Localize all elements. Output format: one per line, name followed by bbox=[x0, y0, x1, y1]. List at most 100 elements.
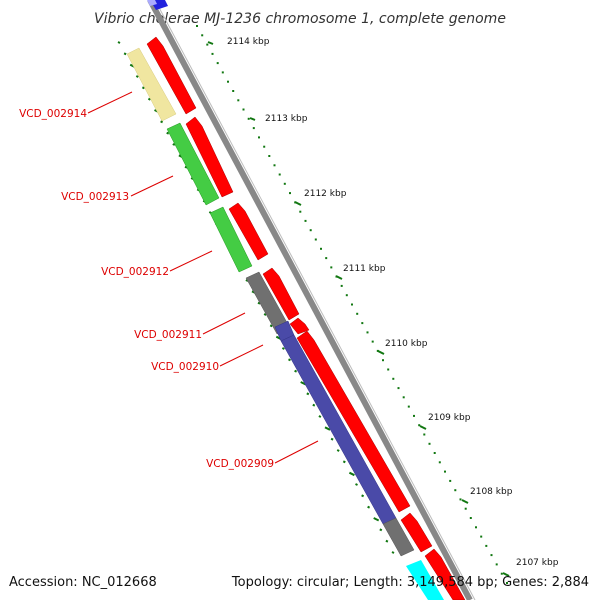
tick-2113: 2113 kbp bbox=[249, 114, 308, 124]
inner-track-mark bbox=[355, 483, 358, 486]
inner-track-mark bbox=[141, 86, 145, 90]
inner-track-mark bbox=[288, 358, 291, 362]
gene-block[interactable] bbox=[147, 0, 157, 6]
gene-label-VCD_002909[interactable]: VCD_002909 bbox=[206, 458, 274, 470]
inner-track-mark bbox=[263, 313, 267, 316]
scale-dot bbox=[309, 229, 312, 232]
scale-dot bbox=[232, 90, 235, 92]
cds-feature[interactable] bbox=[289, 317, 310, 335]
tick-label-2114: 2114 kbp bbox=[227, 37, 270, 47]
cds-feature[interactable] bbox=[424, 548, 466, 600]
scale-dot bbox=[320, 247, 322, 250]
cds-track bbox=[146, 0, 466, 600]
gene-label-VCD_002914[interactable]: VCD_002914 bbox=[19, 108, 87, 120]
scale-dots bbox=[196, 25, 508, 584]
gene-block[interactable] bbox=[406, 560, 444, 600]
scale-dot bbox=[340, 284, 343, 287]
scale-dot bbox=[314, 238, 317, 241]
scale-dot bbox=[392, 377, 395, 380]
inner-track-mark bbox=[306, 392, 310, 396]
inner-track-marks bbox=[117, 41, 395, 554]
gene-label-VCD_002911[interactable]: VCD_002911 bbox=[134, 329, 202, 341]
gene-block-VCD_002913[interactable] bbox=[166, 122, 220, 206]
scale-dot bbox=[196, 25, 198, 27]
cds-feature[interactable] bbox=[185, 116, 234, 198]
scale-dot bbox=[480, 535, 483, 538]
scale-dot bbox=[454, 489, 457, 492]
gene-block-VCD_002912[interactable] bbox=[209, 206, 253, 273]
inner-track-mark bbox=[117, 41, 121, 44]
scale-dot bbox=[469, 517, 472, 519]
map-title: Vibrio cholerae MJ-1236 chromosome 1, co… bbox=[94, 11, 506, 27]
scale-dot bbox=[495, 563, 498, 566]
scale-dot bbox=[475, 526, 477, 529]
scale-dot bbox=[433, 452, 436, 454]
scale-dot bbox=[413, 414, 415, 417]
inner-track-mark bbox=[281, 347, 285, 350]
cds-feature[interactable] bbox=[400, 512, 433, 553]
inner-track-mark bbox=[342, 460, 346, 464]
inner-track-mark bbox=[269, 324, 273, 328]
gene-block[interactable] bbox=[382, 517, 415, 557]
scale-dot bbox=[216, 62, 219, 65]
scale-dot bbox=[304, 219, 307, 222]
tick-2107: 2107 kbp bbox=[502, 558, 559, 577]
scale-dot bbox=[382, 359, 384, 362]
inner-track-mark bbox=[324, 426, 331, 431]
scale-dot bbox=[376, 349, 379, 352]
scale-dot bbox=[485, 544, 488, 547]
scale-dot bbox=[242, 108, 245, 111]
scale-dot bbox=[464, 507, 467, 510]
tick-label-2111: 2111 kbp bbox=[343, 264, 386, 274]
scale-dot bbox=[402, 396, 405, 399]
gene-label-VCD_002910[interactable]: VCD_002910 bbox=[151, 361, 219, 373]
genome-summary-text: Topology: circular; Length: 3,149,584 bp… bbox=[231, 575, 589, 590]
inner-track-mark bbox=[348, 471, 355, 477]
tick-label-2108: 2108 kbp bbox=[470, 487, 513, 497]
gene-label-VCD_002912[interactable]: VCD_002912 bbox=[101, 266, 169, 278]
inner-track-mark bbox=[166, 131, 170, 135]
inner-track-mark bbox=[294, 369, 298, 373]
scale-dot bbox=[278, 173, 281, 176]
scale-dot bbox=[438, 461, 441, 464]
scale-dot bbox=[351, 303, 353, 306]
tick-2112: 2112 kbp bbox=[294, 189, 347, 206]
inner-track-mark bbox=[379, 528, 383, 532]
inner-track-mark bbox=[330, 437, 334, 441]
scale-dot bbox=[361, 322, 364, 325]
accession-text: Accession: NC_012668 bbox=[9, 575, 157, 590]
scale-dot bbox=[387, 368, 390, 371]
scale-dot bbox=[252, 127, 255, 130]
scale-dot bbox=[258, 136, 260, 139]
inner-track-mark bbox=[391, 551, 395, 554]
gene-label-VCD_002913[interactable]: VCD_002913 bbox=[61, 191, 129, 203]
tick-2114: 2114 kbp bbox=[207, 37, 270, 47]
scale-dot bbox=[423, 433, 426, 436]
inner-track-mark bbox=[172, 143, 176, 146]
inner-track-mark bbox=[373, 517, 380, 522]
scale-dot bbox=[371, 340, 374, 343]
cds-feature[interactable] bbox=[296, 330, 411, 513]
scale-dot bbox=[299, 210, 302, 213]
tick-label-2109: 2109 kbp bbox=[428, 413, 471, 423]
scale-dot bbox=[237, 99, 240, 102]
inner-track-mark bbox=[318, 415, 322, 418]
scale-dot bbox=[506, 582, 508, 584]
scale-dot bbox=[211, 52, 214, 55]
cds-feature[interactable] bbox=[146, 36, 197, 115]
scale-dot bbox=[221, 71, 224, 74]
tick-label-2107: 2107 kbp bbox=[516, 558, 559, 568]
scale-ticks: 2114 kbp 2113 kbp 2112 kbp 2111 kbp 2110… bbox=[207, 37, 559, 577]
cds-feature[interactable] bbox=[228, 202, 269, 261]
scale-dot bbox=[263, 145, 266, 148]
inner-track-mark bbox=[160, 120, 164, 124]
scale-dot bbox=[330, 266, 333, 269]
gene-labels: VCD_002914 VCD_002913 VCD_002912 VCD_002… bbox=[19, 91, 319, 470]
scale-dot bbox=[345, 294, 348, 297]
scale-dot bbox=[268, 155, 271, 157]
cds-feature[interactable] bbox=[262, 267, 300, 321]
inner-track-mark bbox=[367, 505, 371, 509]
scale-dot bbox=[201, 34, 204, 37]
gene-block-VCD_002914[interactable] bbox=[126, 47, 177, 122]
